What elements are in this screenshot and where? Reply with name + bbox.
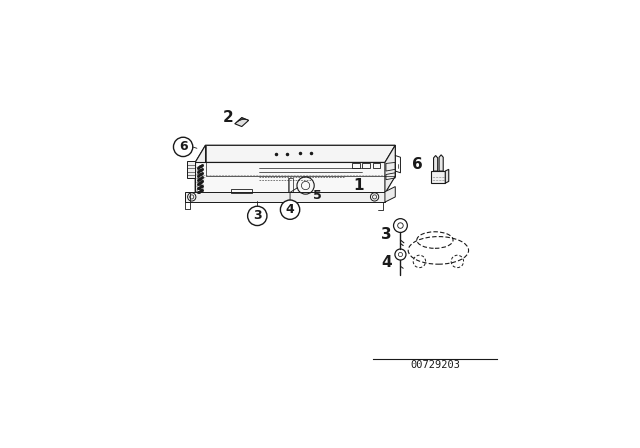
Text: 00729203: 00729203 bbox=[410, 360, 460, 370]
Polygon shape bbox=[439, 155, 444, 171]
Text: 5: 5 bbox=[312, 190, 321, 202]
Polygon shape bbox=[235, 117, 249, 126]
Polygon shape bbox=[385, 145, 396, 194]
Text: 1: 1 bbox=[354, 178, 364, 193]
Polygon shape bbox=[385, 186, 396, 202]
Polygon shape bbox=[195, 145, 396, 163]
Polygon shape bbox=[433, 155, 438, 171]
Polygon shape bbox=[445, 169, 449, 183]
Polygon shape bbox=[187, 161, 195, 178]
Text: 6: 6 bbox=[179, 140, 188, 153]
Text: 4: 4 bbox=[381, 255, 392, 270]
Text: 6: 6 bbox=[412, 157, 423, 172]
Text: 4: 4 bbox=[285, 203, 294, 216]
Text: 2: 2 bbox=[223, 110, 234, 125]
Polygon shape bbox=[185, 192, 385, 202]
Circle shape bbox=[173, 137, 193, 156]
Circle shape bbox=[248, 206, 267, 225]
Circle shape bbox=[280, 200, 300, 220]
Polygon shape bbox=[431, 171, 445, 183]
Text: 3: 3 bbox=[253, 209, 262, 222]
Polygon shape bbox=[195, 163, 385, 194]
Polygon shape bbox=[195, 145, 205, 194]
Text: 3: 3 bbox=[381, 228, 392, 242]
